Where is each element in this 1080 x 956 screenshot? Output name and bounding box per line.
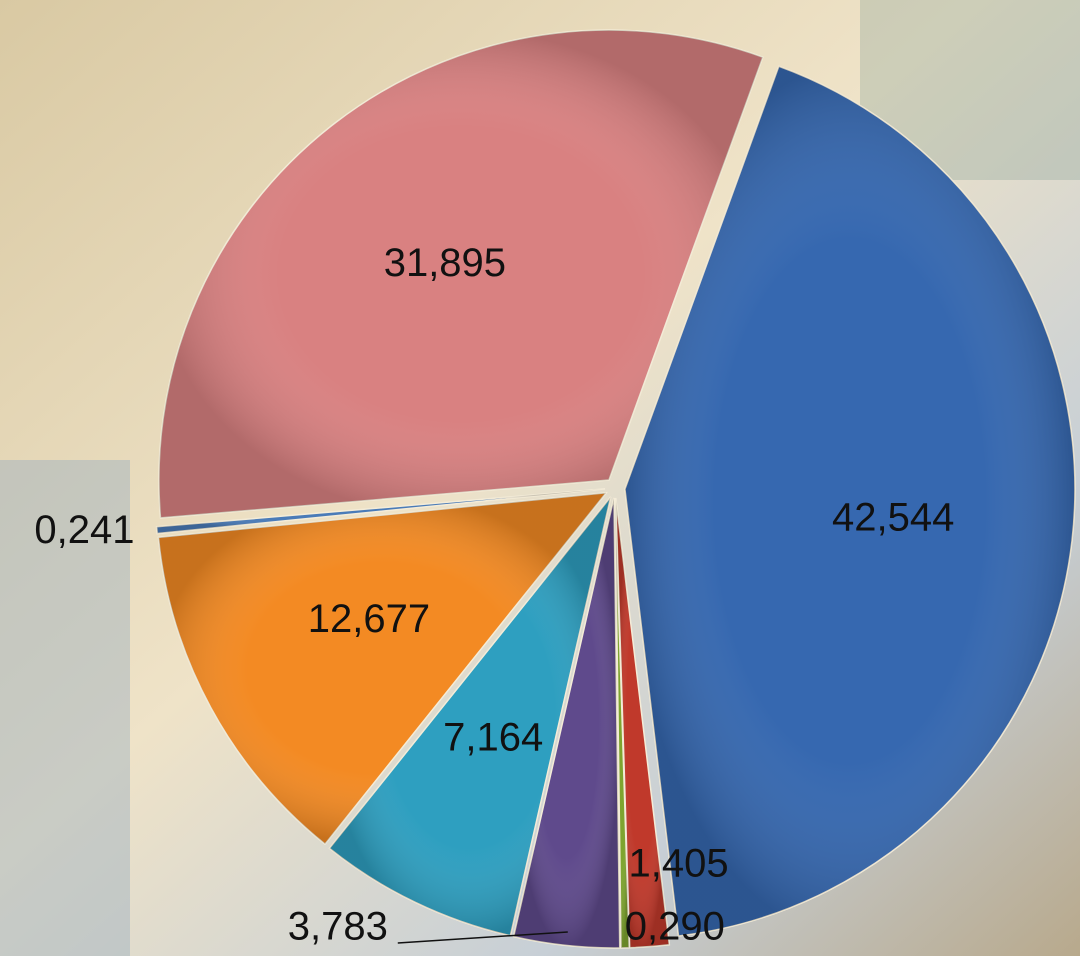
data-label: 31,895	[384, 241, 506, 285]
data-label: 7,164	[443, 716, 543, 760]
data-label: 42,544	[832, 496, 954, 540]
data-label: 3,783	[288, 905, 388, 949]
data-label: 1,405	[629, 842, 729, 886]
labels: 42,544 1,405 0,290 3,783 7,164 12,677 0,241 31,…	[34, 241, 954, 948]
data-label: 0,290	[625, 905, 725, 949]
data-label: 12,677	[308, 597, 430, 641]
leader-line	[397, 931, 568, 944]
background-photo-area	[0, 460, 130, 956]
data-label: 0,241	[34, 508, 134, 552]
